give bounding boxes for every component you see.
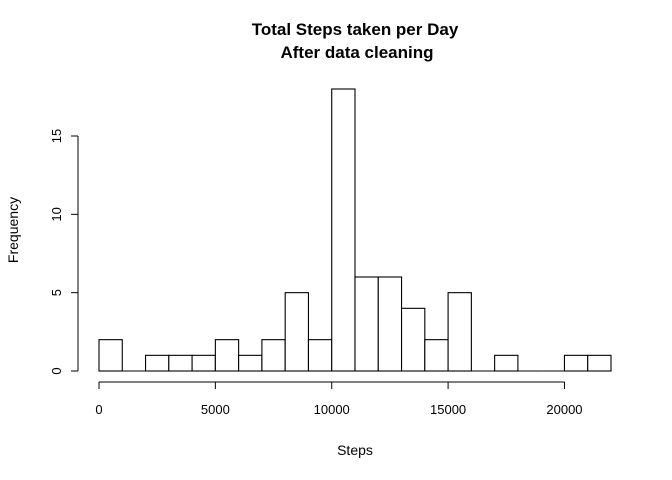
histogram-bar [214,339,240,372]
histogram-bar [354,276,379,372]
histogram-bar [494,354,519,372]
x-tick-label: 0 [95,402,102,417]
histogram-bar [377,276,403,372]
histogram-bar [238,354,263,372]
histogram-bar [563,354,589,372]
x-tick-label: 5000 [201,402,230,417]
chart-title-line1: Total Steps taken per Day [252,20,459,39]
x-tick-label: 20000 [546,402,582,417]
x-tick-label: 15000 [430,402,466,417]
x-axis-title: Steps [337,442,373,458]
histogram-bar [191,354,216,372]
y-axis-title: Frequency [5,197,21,263]
histogram-bar [400,307,426,372]
y-tick-label: 10 [49,207,64,221]
x-axis: 0 5000 10000 15000 20000 [95,381,583,417]
histogram-bar [98,339,123,372]
histogram-bar [284,292,310,372]
x-tick-label: 10000 [314,402,350,417]
histogram-bar [307,339,333,372]
y-tick-label: 0 [49,367,64,374]
histogram-bar [168,354,193,372]
y-tick-label: 15 [49,129,64,143]
histogram-bar [587,354,612,372]
histogram-bar [447,292,472,372]
y-tick-label: 5 [49,289,64,296]
histogram-bar [424,339,449,372]
histogram-bar [331,88,356,372]
bars-group [98,88,612,372]
histogram-bar [261,339,286,372]
y-axis: 0 5 10 15 [49,129,79,375]
histogram-bar [144,354,170,372]
chart-title-line2: After data cleaning [280,43,433,62]
